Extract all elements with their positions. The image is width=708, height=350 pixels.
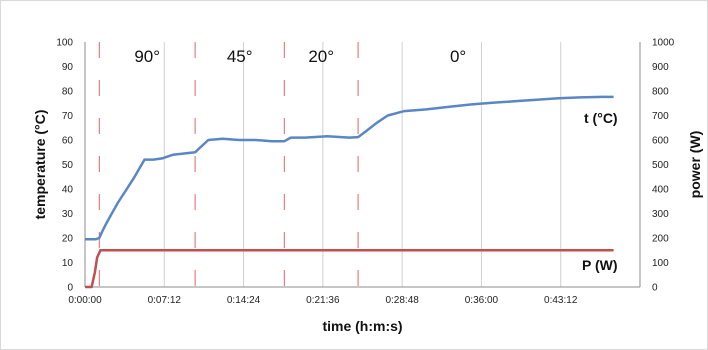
y2-tick-label: 800 bbox=[652, 87, 669, 98]
y-axis-title: temperature (°C) bbox=[32, 110, 48, 220]
series-label-temperature: t (°C) bbox=[584, 110, 618, 126]
region-label: 0° bbox=[450, 47, 466, 66]
region-label: 90° bbox=[134, 47, 160, 66]
y-tick-label: 50 bbox=[62, 160, 74, 171]
axes bbox=[84, 42, 641, 288]
series-label-power: P (W) bbox=[582, 257, 618, 273]
y2-tick-labels: 0 100 200 300 400 500 600 700 800 900 1000 bbox=[652, 38, 675, 294]
series-line bbox=[85, 249, 614, 289]
y-tick-label: 90 bbox=[62, 62, 74, 73]
x-tick-label: 0:36:00 bbox=[465, 295, 499, 306]
y-tick-label: 30 bbox=[62, 209, 74, 220]
series-lines bbox=[85, 95, 614, 289]
y-tick-label: 40 bbox=[62, 185, 74, 196]
y2-tick-label: 700 bbox=[652, 111, 669, 122]
y-tick-label: 80 bbox=[62, 87, 74, 98]
y-tick-label: 60 bbox=[62, 136, 74, 147]
y2-axis-title: power (W) bbox=[687, 131, 703, 199]
x-tick-label: 0:43:12 bbox=[544, 295, 578, 306]
y2-tick-label: 200 bbox=[652, 234, 669, 245]
y-tick-label: 0 bbox=[67, 283, 73, 294]
region-label: 20° bbox=[308, 47, 334, 66]
y2-tick-label: 100 bbox=[652, 258, 669, 269]
x-tick-label: 0:28:48 bbox=[385, 295, 419, 306]
x-tick-label: 0:14:24 bbox=[227, 295, 261, 306]
x-tick-labels: 0:00:00 0:07:12 0:14:24 0:21:36 0:28:48 0:36:… bbox=[68, 295, 578, 306]
y-tick-labels: 0 10 20 30 40 50 60 70 80 90 100 bbox=[56, 38, 73, 294]
y2-tick-label: 0 bbox=[652, 283, 658, 294]
x-axis-title: time (h:m:s) bbox=[322, 318, 402, 334]
y2-tick-label: 500 bbox=[652, 160, 669, 171]
y-tick-label: 10 bbox=[62, 258, 74, 269]
angle-regions: 90° 45° 20° 0° bbox=[98, 42, 466, 287]
x-tick-label: 0:07:12 bbox=[148, 295, 182, 306]
y2-tick-label: 1000 bbox=[652, 38, 675, 49]
y2-tick-label: 400 bbox=[652, 185, 669, 196]
y-tick-label: 20 bbox=[62, 234, 74, 245]
y2-tick-label: 300 bbox=[652, 209, 669, 220]
y2-tick-label: 900 bbox=[652, 62, 669, 73]
y-tick-label: 100 bbox=[56, 38, 73, 49]
x-tick-label: 0:21:36 bbox=[306, 295, 340, 306]
x-tick-label: 0:00:00 bbox=[68, 295, 102, 306]
y-tick-label: 70 bbox=[62, 111, 74, 122]
region-label: 45° bbox=[227, 47, 253, 66]
series-line bbox=[85, 95, 614, 241]
y2-tick-label: 600 bbox=[652, 136, 669, 147]
